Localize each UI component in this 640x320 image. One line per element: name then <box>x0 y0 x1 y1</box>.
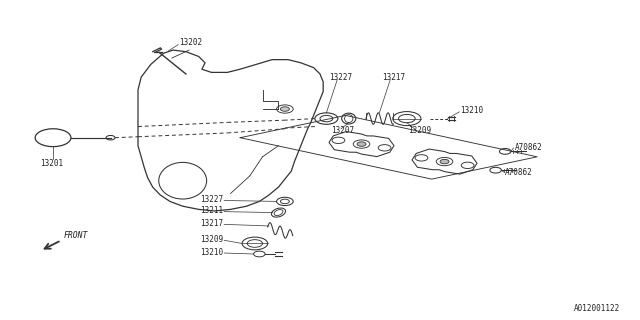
Text: 13207: 13207 <box>332 126 355 135</box>
Text: 13227: 13227 <box>200 195 223 204</box>
Circle shape <box>357 142 366 146</box>
Text: 13201: 13201 <box>40 159 63 168</box>
Text: A012001122: A012001122 <box>574 304 620 313</box>
Circle shape <box>440 159 449 164</box>
Text: 13227: 13227 <box>330 73 353 82</box>
Circle shape <box>280 107 289 111</box>
Text: 13211: 13211 <box>200 206 223 215</box>
Text: 13217: 13217 <box>383 73 406 82</box>
Text: A70862: A70862 <box>515 143 543 152</box>
Text: FRONT: FRONT <box>63 231 88 240</box>
Text: 13209: 13209 <box>200 235 223 244</box>
Text: 13210: 13210 <box>200 248 223 257</box>
Text: 13217: 13217 <box>200 219 223 228</box>
Text: A70862: A70862 <box>505 168 533 177</box>
Text: 13210: 13210 <box>461 106 484 115</box>
Text: 13209: 13209 <box>408 126 431 135</box>
Text: 13202: 13202 <box>179 38 203 47</box>
